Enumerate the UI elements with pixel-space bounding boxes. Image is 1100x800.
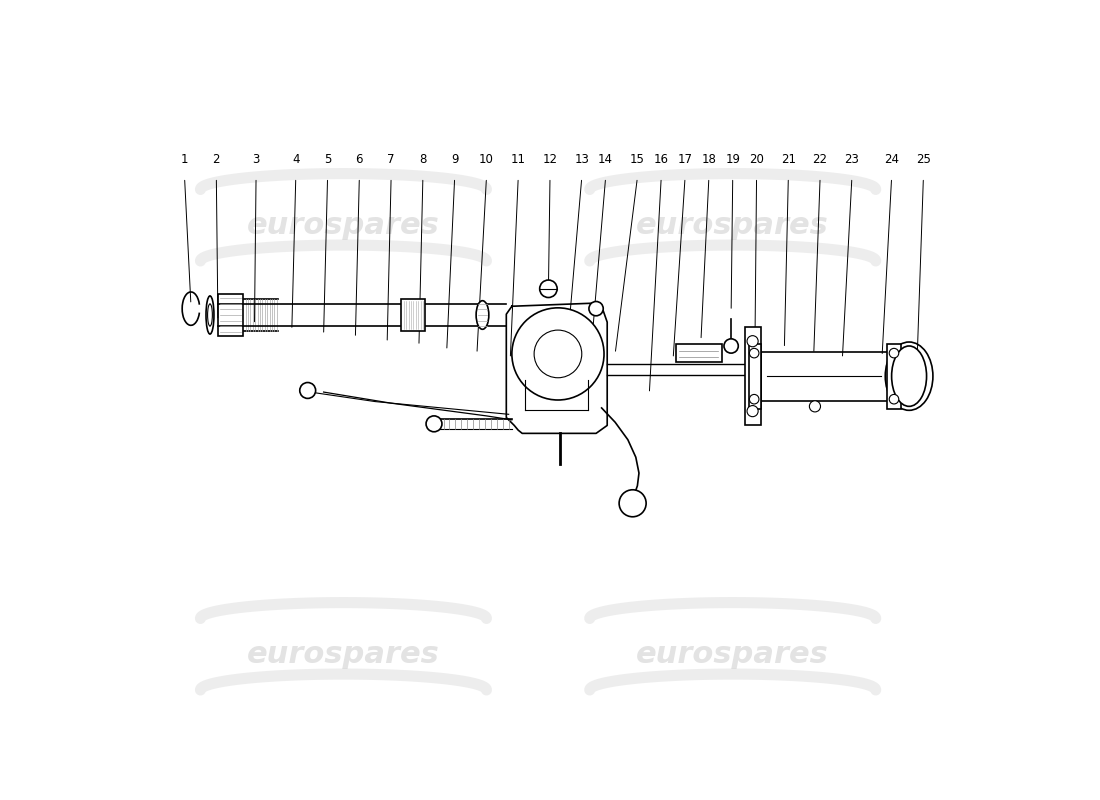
Circle shape bbox=[300, 382, 316, 398]
Circle shape bbox=[512, 308, 604, 400]
Text: 3: 3 bbox=[252, 153, 260, 166]
Text: 25: 25 bbox=[916, 153, 931, 166]
Text: 2: 2 bbox=[212, 153, 220, 166]
Text: 15: 15 bbox=[630, 153, 645, 166]
Circle shape bbox=[619, 490, 646, 517]
Circle shape bbox=[426, 416, 442, 432]
Circle shape bbox=[749, 394, 759, 404]
Text: 12: 12 bbox=[542, 153, 558, 166]
Bar bbox=[675, 344, 722, 362]
Text: eurospares: eurospares bbox=[636, 640, 829, 669]
Text: eurospares: eurospares bbox=[248, 640, 440, 669]
Text: 5: 5 bbox=[323, 153, 331, 166]
Ellipse shape bbox=[206, 296, 214, 334]
Text: 23: 23 bbox=[845, 153, 859, 166]
Circle shape bbox=[535, 330, 582, 378]
Text: 17: 17 bbox=[678, 153, 693, 166]
Text: 10: 10 bbox=[478, 153, 494, 166]
Bar bbox=[402, 299, 426, 331]
Bar bbox=[749, 343, 760, 409]
Circle shape bbox=[889, 394, 899, 404]
Text: 21: 21 bbox=[781, 153, 795, 166]
Circle shape bbox=[747, 336, 758, 346]
Text: 24: 24 bbox=[884, 153, 899, 166]
Text: 9: 9 bbox=[451, 153, 459, 166]
Circle shape bbox=[810, 401, 821, 412]
Text: 13: 13 bbox=[574, 153, 590, 166]
Text: 7: 7 bbox=[387, 153, 395, 166]
Circle shape bbox=[747, 406, 758, 417]
Text: 14: 14 bbox=[598, 153, 613, 166]
Polygon shape bbox=[506, 303, 607, 434]
Text: 22: 22 bbox=[813, 153, 827, 166]
Text: 6: 6 bbox=[355, 153, 363, 166]
Circle shape bbox=[749, 348, 759, 358]
Ellipse shape bbox=[892, 346, 926, 406]
Text: eurospares: eurospares bbox=[636, 210, 829, 240]
Text: 11: 11 bbox=[510, 153, 526, 166]
Circle shape bbox=[889, 348, 899, 358]
Circle shape bbox=[724, 339, 738, 353]
Text: 16: 16 bbox=[653, 153, 669, 166]
Circle shape bbox=[540, 280, 558, 298]
Text: 20: 20 bbox=[749, 153, 764, 166]
Bar bbox=[218, 294, 243, 336]
Ellipse shape bbox=[476, 301, 488, 330]
Bar bbox=[745, 327, 760, 426]
Text: 19: 19 bbox=[725, 153, 740, 166]
Circle shape bbox=[588, 302, 603, 316]
Bar bbox=[760, 351, 901, 401]
Text: 8: 8 bbox=[419, 153, 427, 166]
Text: 1: 1 bbox=[180, 153, 188, 166]
Text: 4: 4 bbox=[292, 153, 299, 166]
Ellipse shape bbox=[208, 304, 212, 326]
Bar bbox=[887, 343, 901, 409]
Text: 18: 18 bbox=[702, 153, 716, 166]
Text: eurospares: eurospares bbox=[248, 210, 440, 240]
